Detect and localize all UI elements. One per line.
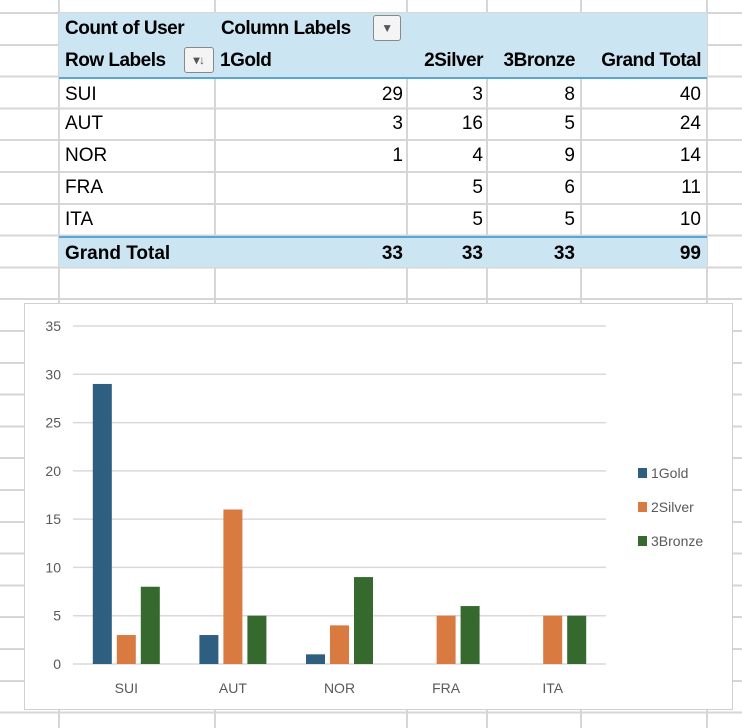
value-field-label[interactable]: Count of User	[65, 18, 185, 39]
cell-silver[interactable]: 4	[472, 145, 483, 167]
x-tick-label: SUI	[115, 680, 138, 696]
row-label[interactable]: ITA	[65, 208, 94, 230]
row-labels-sort-filter-button[interactable]: ▾↓	[184, 46, 214, 73]
y-tick-label: 0	[53, 656, 61, 672]
y-tick-label: 10	[45, 559, 61, 575]
dropdown-arrow-icon: ▼	[381, 21, 393, 35]
pivot-chart[interactable]: 0 5 10 15 20 25 30 35 SUI AUT NOR FRA ITA 1Gold 2Silve…	[24, 303, 733, 710]
bar-2silver-aut[interactable]	[223, 509, 243, 664]
bar-3bronze-ita[interactable]	[567, 615, 587, 664]
grand-total-silver[interactable]: 33	[461, 242, 483, 264]
cell-bronze[interactable]: 5	[564, 113, 575, 135]
pivot-row: NOR 1 4 9 14	[59, 140, 707, 172]
column-header-silver[interactable]: 2Silver	[424, 49, 483, 71]
row-label[interactable]: SUI	[65, 83, 97, 105]
row-label[interactable]: FRA	[65, 176, 103, 198]
grand-total-gold[interactable]: 33	[381, 242, 403, 264]
cell-total[interactable]: 14	[679, 145, 701, 167]
cell-silver[interactable]: 16	[461, 113, 483, 135]
bar-1gold-sui[interactable]	[92, 383, 112, 664]
cell-gold[interactable]	[215, 204, 403, 236]
pivot-header-row-2: Row Labels ▾↓ 1Gold 2Silver 3Bronze Gran…	[59, 44, 707, 77]
legend-swatch-2silver	[638, 502, 647, 512]
cell-bronze[interactable]: 9	[564, 145, 575, 167]
legend-label[interactable]: 1Gold	[651, 465, 688, 481]
y-tick-label: 35	[45, 318, 61, 334]
cell-total[interactable]: 11	[681, 176, 701, 198]
chart-svg: 0 5 10 15 20 25 30 35 SUI AUT NOR FRA ITA 1Gold 2Silve…	[45, 318, 703, 696]
pivot-row: SUI 29 3 8 40	[59, 76, 707, 109]
cell-gold[interactable]: 1	[392, 145, 403, 167]
column-header-bronze[interactable]: 3Bronze	[503, 49, 576, 71]
row-labels-header[interactable]: Row Labels	[65, 49, 166, 71]
grand-total-label[interactable]: Grand Total	[65, 242, 171, 264]
bar-2silver-sui[interactable]	[116, 635, 136, 664]
bar-3bronze-sui[interactable]	[140, 586, 160, 664]
grand-total-bronze[interactable]: 33	[553, 242, 575, 264]
cell-bronze[interactable]: 6	[564, 176, 575, 198]
pivot-row: FRA 5 6 11	[59, 172, 707, 204]
cell-silver[interactable]: 5	[472, 208, 483, 230]
cell-bronze[interactable]: 8	[564, 83, 575, 105]
bar-3bronze-fra[interactable]	[460, 606, 480, 664]
cell-gold[interactable]	[215, 172, 403, 204]
x-tick-label: AUT	[219, 680, 247, 696]
x-tick-label: NOR	[324, 680, 355, 696]
column-labels-dropdown-button[interactable]: ▼	[373, 15, 401, 41]
row-label[interactable]: NOR	[65, 145, 108, 167]
cell-gold[interactable]: 3	[392, 113, 403, 135]
cell-silver[interactable]: 3	[472, 83, 483, 105]
cell-bronze[interactable]: 5	[564, 208, 575, 230]
bar-1gold-nor[interactable]	[306, 654, 325, 664]
bar-2silver-ita[interactable]	[543, 615, 563, 664]
y-tick-label: 5	[53, 608, 61, 624]
legend-swatch-3bronze	[638, 536, 647, 546]
column-labels-header[interactable]: Column Labels	[221, 18, 351, 39]
bar-2silver-fra[interactable]	[436, 615, 456, 664]
bar-1gold-aut[interactable]	[199, 635, 219, 664]
legend-label[interactable]: 3Bronze	[651, 533, 703, 549]
pivot-row: AUT 3 16 5 24	[59, 108, 707, 140]
column-header-grand-total[interactable]: Grand Total	[601, 49, 701, 71]
legend-swatch-1gold	[638, 468, 647, 478]
pivot-row: ITA 5 5 10	[59, 204, 707, 236]
column-header-gold[interactable]: 1Gold	[220, 49, 272, 71]
bar-3bronze-aut[interactable]	[247, 615, 267, 664]
y-tick-label: 20	[45, 463, 61, 479]
cell-total[interactable]: 10	[679, 208, 701, 230]
bar-2silver-nor[interactable]	[330, 625, 349, 664]
grand-total-total[interactable]: 99	[679, 242, 701, 264]
grand-total-row: Grand Total 33 33 33 99	[59, 235, 707, 268]
filter-sort-icon: ▾↓	[193, 52, 205, 67]
cell-silver[interactable]: 5	[472, 176, 483, 198]
legend-label[interactable]: 2Silver	[651, 499, 694, 515]
x-tick-label: FRA	[432, 680, 461, 696]
y-tick-label: 25	[45, 415, 61, 431]
cell-total[interactable]: 24	[679, 113, 701, 135]
cell-gold[interactable]: 29	[381, 83, 403, 105]
cell-total[interactable]: 40	[679, 83, 701, 105]
y-tick-label: 15	[45, 511, 61, 527]
row-label[interactable]: AUT	[65, 113, 103, 135]
x-tick-label: ITA	[542, 680, 563, 696]
bar-3bronze-nor[interactable]	[354, 577, 373, 664]
pivot-table: Count of User Column Labels ▼ Row Labels…	[59, 13, 707, 268]
pivot-header-row-1: Count of User Column Labels ▼	[59, 13, 707, 45]
y-tick-label: 30	[45, 366, 61, 382]
